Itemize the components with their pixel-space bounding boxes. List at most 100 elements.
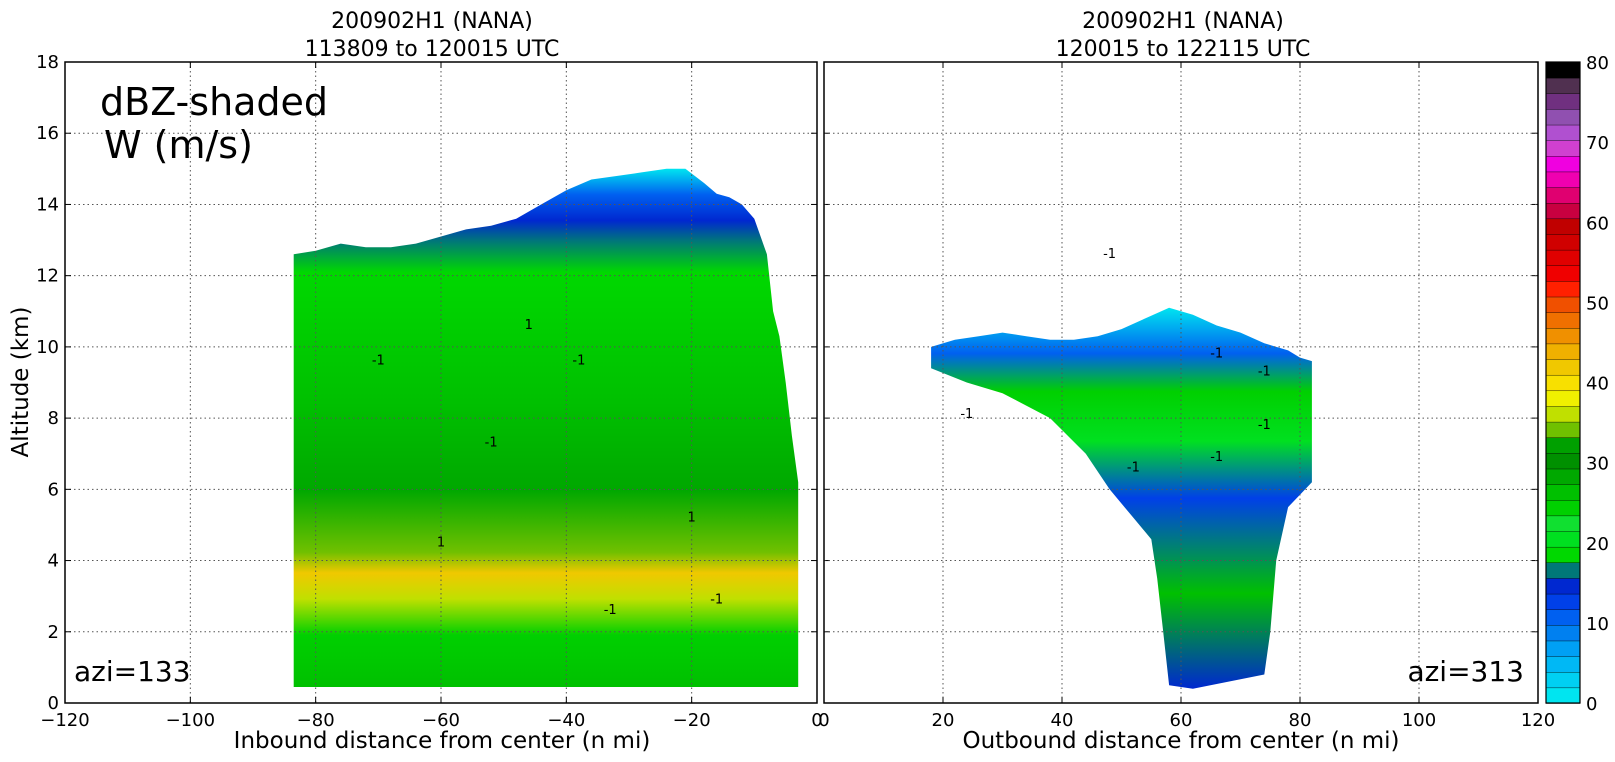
left-xtick-label: −60 [422, 710, 460, 731]
colorbar-band [1545, 671, 1581, 689]
colorbar-tick-label: 80 [1586, 53, 1609, 74]
colorbar-band [1545, 577, 1581, 595]
ytick-label: 6 [48, 479, 59, 500]
colorbar-band [1545, 202, 1581, 220]
colorbar-band [1545, 218, 1581, 235]
left-xtick-label: 0 [811, 710, 822, 731]
ytick-label: 8 [48, 408, 59, 429]
right-xtick-label: 120 [1521, 710, 1555, 731]
right-xtick-label: 0 [818, 710, 829, 731]
colorbar-band [1545, 562, 1581, 579]
colorbar-band [1545, 624, 1581, 642]
colorbar-band [1545, 155, 1581, 173]
ytick-label: 14 [36, 194, 59, 215]
colorbar-tick-label: 10 [1586, 614, 1609, 635]
annotation-w-units: W (m/s) [104, 123, 253, 167]
left-echo-profile [293, 168, 799, 688]
left-panel: 200902H1 (NANA) 113809 to 120015 UTC -1-… [8, 9, 1538, 754]
colorbar-tick-label: 50 [1586, 293, 1609, 314]
left-x-axis-label: Inbound distance from center (n mi) [234, 728, 651, 754]
left-contour-label: -1 [604, 603, 617, 618]
y-axis-label: Altitude (km) [8, 307, 34, 458]
colorbar-band [1545, 515, 1581, 532]
ytick-label: 4 [48, 551, 59, 572]
right-xtick-label: 20 [932, 710, 955, 731]
right-xtick-label: 80 [1289, 710, 1312, 731]
colorbar-band [1545, 405, 1581, 423]
right-x-axis-label: Outbound distance from center (n mi) [963, 728, 1400, 754]
left-xtick-label: −40 [547, 710, 585, 731]
right-x-ticks: 0 20 40 60 80 100 120 [818, 62, 1555, 731]
right-plot-area: -1 -1 -1 -1 -1 -1 -1 [823, 61, 1539, 704]
left-contour-label: 1 [688, 510, 696, 525]
colorbar-band [1545, 358, 1581, 376]
colorbar-band [1545, 468, 1581, 485]
left-contour-label: -1 [572, 354, 585, 369]
colorbar-band [1545, 77, 1581, 94]
ytick-label: 0 [48, 693, 59, 714]
right-echo-profile [931, 307, 1312, 689]
ytick-label: 10 [36, 337, 59, 358]
colorbar-band [1545, 186, 1581, 204]
colorbar-band [1545, 640, 1581, 657]
left-contour-label: -1 [485, 436, 498, 451]
left-xtick-label: −80 [297, 710, 335, 731]
colorbar-band [1545, 655, 1581, 673]
left-contour-label: 1 [525, 318, 533, 333]
right-xtick-label: 60 [1170, 710, 1193, 731]
right-xtick-label: 40 [1051, 710, 1074, 731]
right-contour-label: -1 [1210, 450, 1223, 465]
colorbar-band [1545, 437, 1581, 454]
left-contour-label: -1 [710, 592, 723, 607]
colorbar-band [1545, 343, 1581, 360]
left-contour-label: -1 [372, 354, 385, 369]
colorbar-band [1545, 124, 1581, 141]
colorbar-band [1545, 687, 1581, 704]
colorbar-tick-label: 40 [1586, 374, 1609, 395]
colorbar: 0 10 20 30 40 50 60 70 80 [1545, 53, 1609, 715]
colorbar-tick-label: 30 [1586, 454, 1609, 475]
colorbar-band [1545, 546, 1581, 563]
right-title-line1: 200902H1 (NANA) [1082, 9, 1284, 34]
colorbar-band [1545, 139, 1581, 157]
ytick-label: 12 [36, 266, 59, 287]
left-xtick-label: −20 [673, 710, 711, 731]
colorbar-band [1545, 530, 1581, 548]
colorbar-band [1545, 61, 1581, 79]
colorbar-band [1545, 93, 1581, 110]
left-title-line1: 200902H1 (NANA) [331, 9, 533, 34]
colorbar-frame [1545, 61, 1581, 704]
colorbar-band [1545, 171, 1581, 188]
left-x-ticks: −120 −100 −80 −60 −40 −20 0 [40, 62, 823, 731]
left-y-ticks: 0 2 4 6 8 10 12 14 16 18 [36, 52, 1538, 714]
annotation-dbz-shaded: dBZ-shaded [100, 80, 328, 124]
right-contour-label: -1 [1127, 461, 1140, 476]
colorbar-band [1545, 421, 1581, 438]
colorbar-band [1545, 483, 1581, 501]
right-xtick-label: 100 [1402, 710, 1436, 731]
right-corner-label: azi=313 [1407, 655, 1524, 688]
colorbar-band [1545, 452, 1581, 470]
right-panel: 200902H1 (NANA) 120015 to 122115 UTC -1 -… [818, 9, 1555, 754]
left-xtick-label: −120 [40, 710, 89, 731]
colorbar-band [1545, 327, 1581, 345]
colorbar-band [1545, 296, 1581, 313]
right-title-line2: 120015 to 122115 UTC [1056, 37, 1311, 62]
right-contour-label: -1 [1103, 247, 1116, 262]
right-contour-label: -1 [960, 407, 973, 422]
colorbar-band [1545, 265, 1581, 282]
colorbar-band [1545, 593, 1581, 610]
colorbar-band [1545, 108, 1581, 126]
right-contour-label: -1 [1210, 347, 1223, 362]
left-corner-label: azi=133 [74, 655, 191, 688]
left-xtick-label: −100 [166, 710, 215, 731]
colorbar-tick-label: 20 [1586, 534, 1609, 555]
colorbar-band [1545, 374, 1581, 392]
ytick-label: 2 [48, 622, 59, 643]
ytick-label: 16 [36, 123, 59, 144]
colorbar-tick-label: 0 [1586, 694, 1597, 715]
colorbar-tick-label: 70 [1586, 133, 1609, 154]
colorbar-band [1545, 311, 1581, 329]
ytick-label: 18 [36, 52, 59, 73]
